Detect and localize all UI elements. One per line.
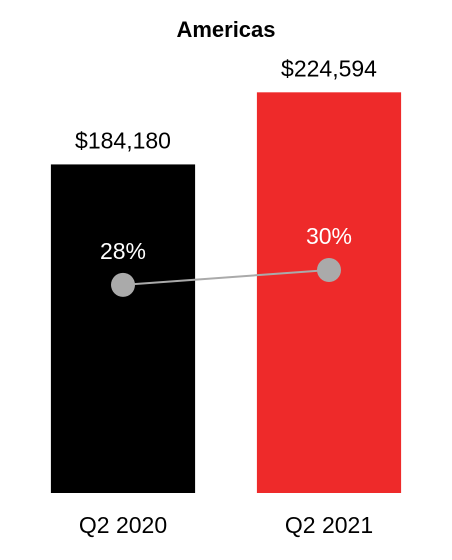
line-value-label: 30%	[306, 223, 352, 249]
chart-title: Americas	[176, 17, 275, 42]
value-label: $224,594	[281, 55, 377, 81]
x-tick-label: Q2 2020	[79, 512, 167, 538]
line	[122, 269, 330, 286]
x-tick-label: Q2 2021	[285, 512, 373, 538]
line-point	[111, 272, 135, 297]
bar	[256, 92, 402, 493]
line-value-label: 28%	[100, 238, 146, 264]
line-point	[317, 258, 341, 282]
value-label: $184,180	[75, 128, 171, 154]
bar	[50, 164, 196, 493]
